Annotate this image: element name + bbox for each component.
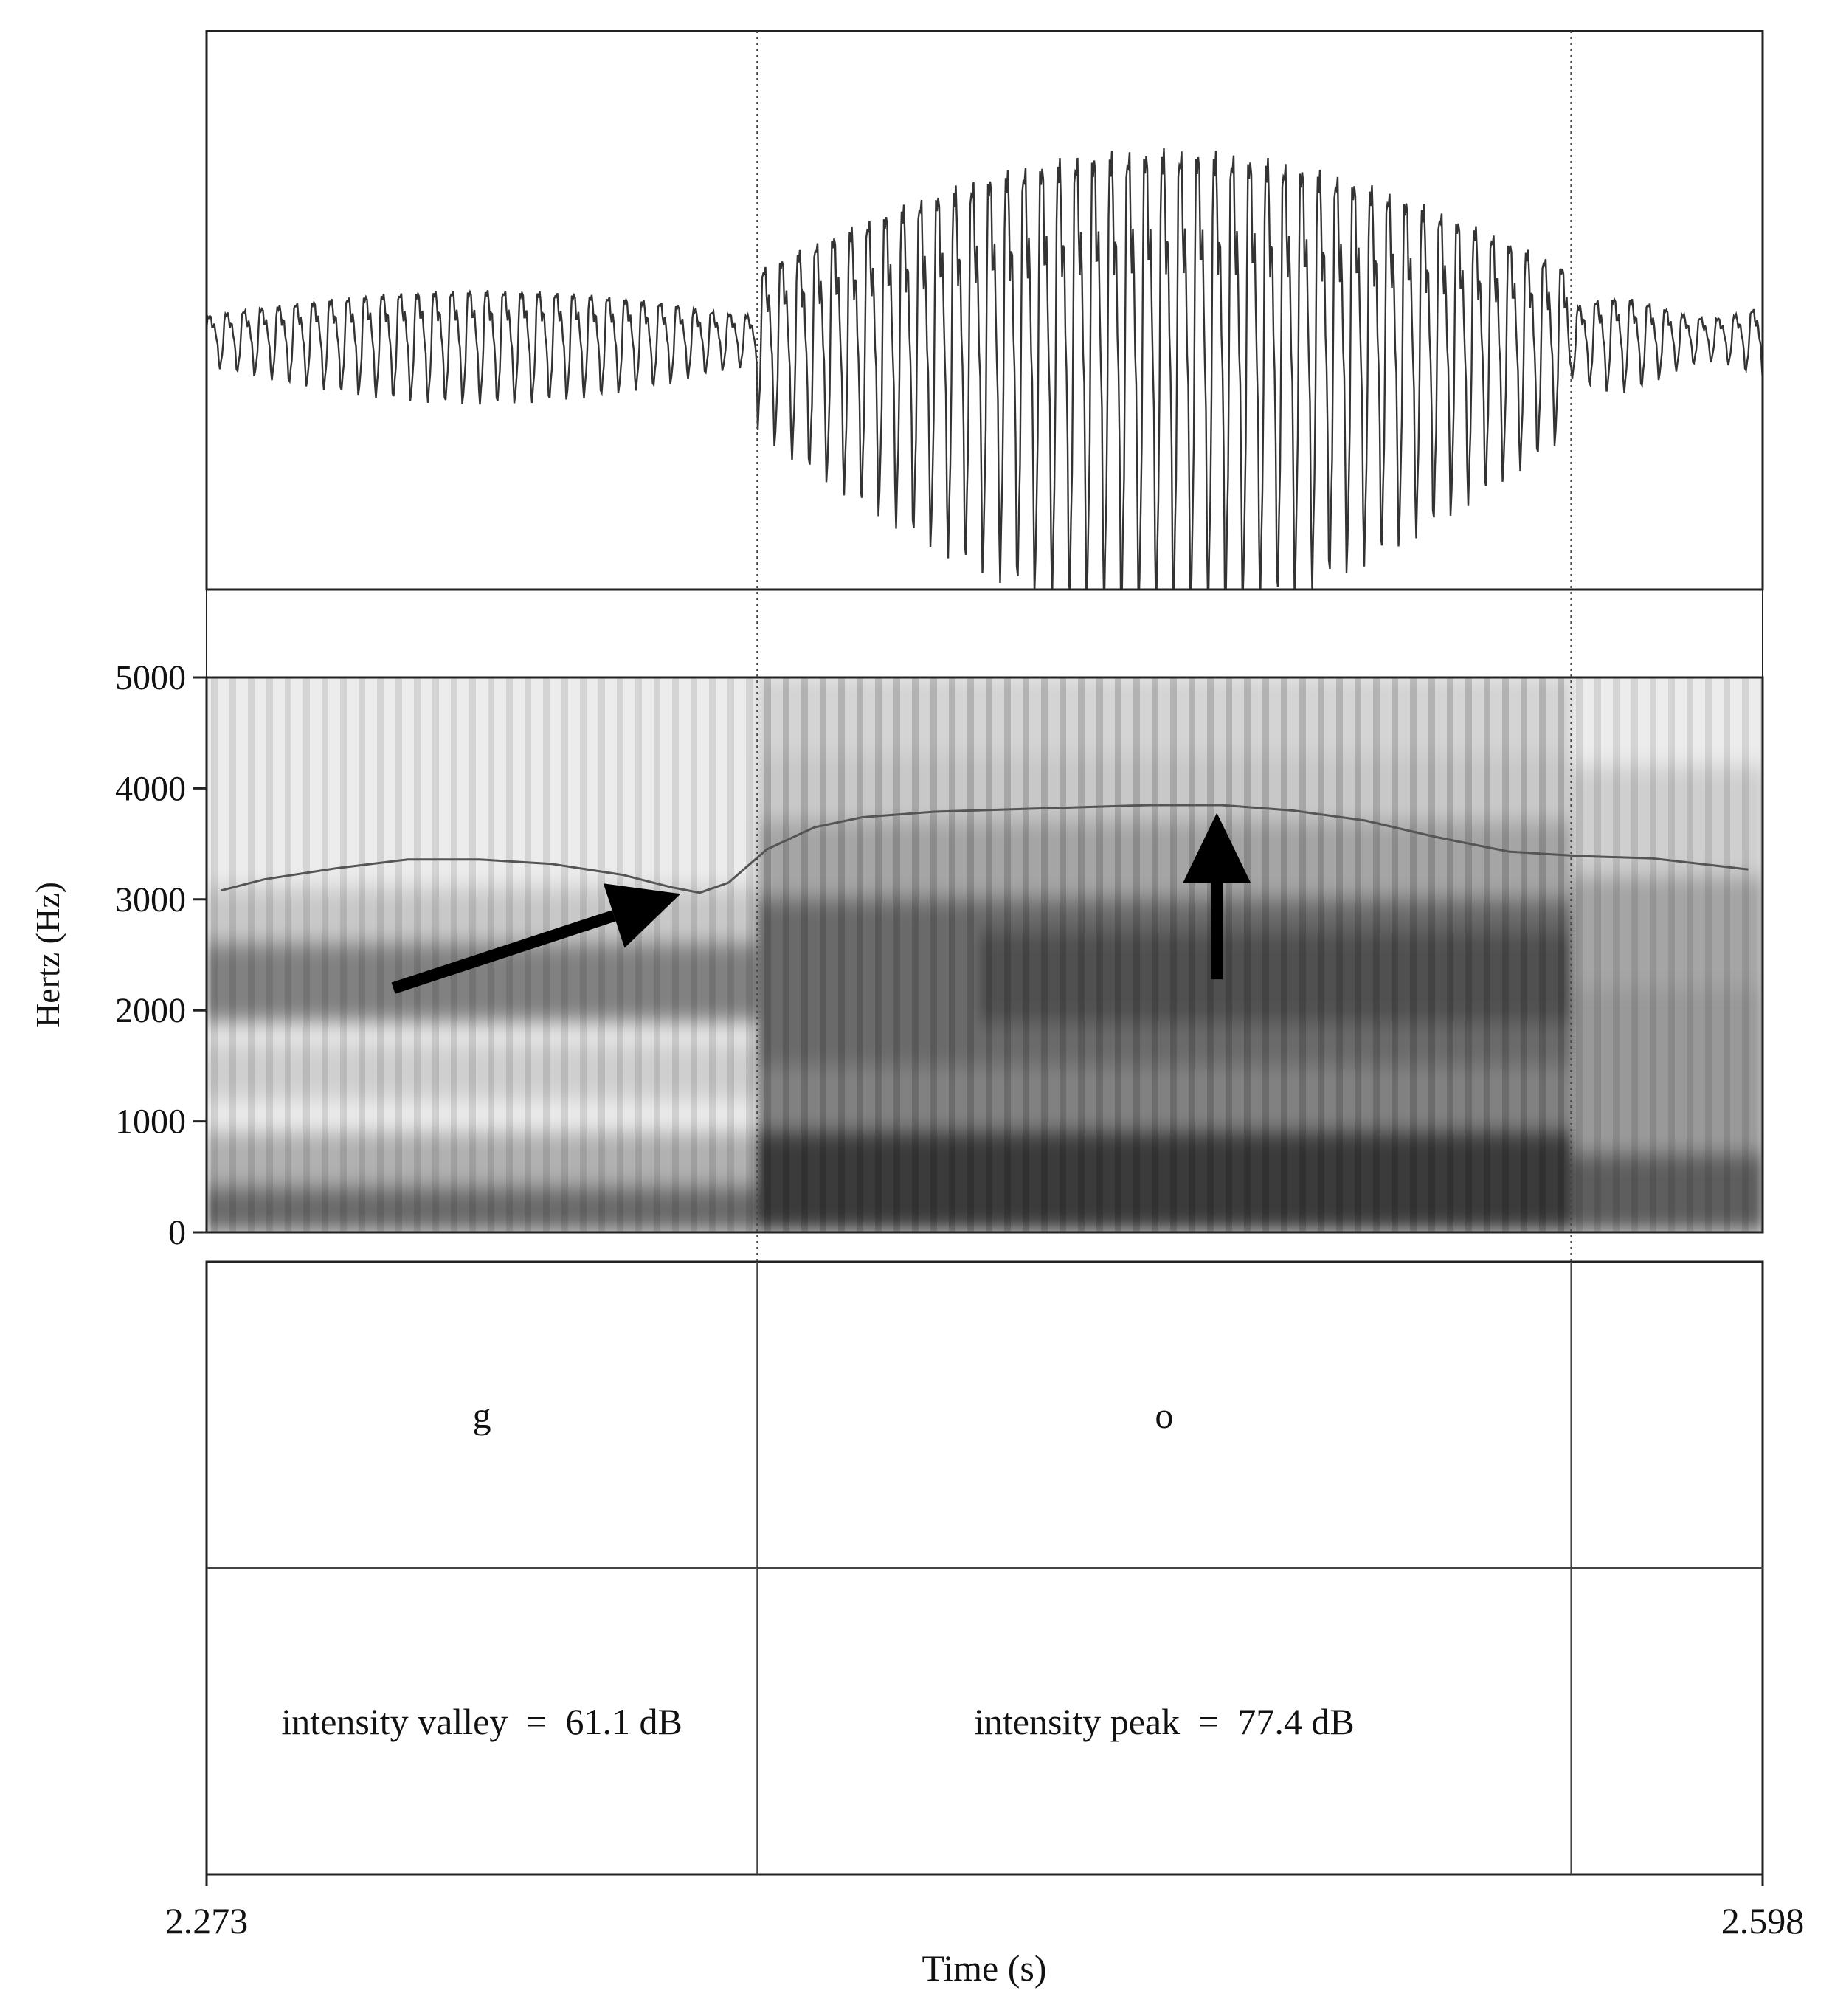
spectrogram-top-margin (206, 589, 1763, 678)
y-tick-label: 4000 (115, 769, 186, 808)
x-axis-label: Time (s) (922, 1947, 1046, 1989)
waveform (207, 148, 1763, 590)
spectrogram-panel: 0 1000 2000 3000 4000 5000 Hertz (Hz) (29, 589, 1764, 1252)
x-tick-label-start: 2.273 (165, 1900, 249, 1941)
tier-interval-label: intensity valley = 61.1 dB (281, 1701, 682, 1742)
spectrogram-frame (205, 676, 1764, 1234)
arrow-head (603, 883, 681, 948)
spectrogram-energy (207, 677, 1763, 1232)
y-tick-label: 2000 (115, 991, 186, 1030)
annotation-arrows (391, 812, 1251, 994)
y-tick-label: 5000 (115, 658, 186, 697)
arrow-head (1183, 812, 1251, 883)
x-axis: 2.273 2.598 Time (s) (165, 1874, 1805, 1989)
textgrid-panel: g o intensity valley = 61.1 dB intensity pe… (205, 31, 1764, 1876)
intensity-contour (221, 804, 1749, 894)
y-tick-label: 0 (168, 1213, 186, 1252)
y-axis-ticks: 0 1000 2000 3000 4000 5000 (115, 658, 207, 1252)
y-axis-label: Hertz (Hz) (29, 882, 66, 1028)
tier-interval-label: o (1155, 1395, 1173, 1436)
spectrogram-striations (211, 677, 1763, 1232)
x-tick-label-end: 2.598 (1721, 1900, 1805, 1941)
tier-labels: g o intensity valley = 61.1 dB intensity pe… (281, 1395, 1354, 1742)
tier-interval-label: intensity peak = 77.4 dB (974, 1701, 1355, 1742)
y-tick-label: 1000 (115, 1102, 186, 1142)
arrow-shaft (391, 910, 616, 994)
segment-boundaries (756, 31, 1572, 1874)
tier-interval-label: g (473, 1395, 491, 1436)
y-tick-label: 3000 (115, 880, 186, 919)
waveform-panel (205, 30, 1764, 591)
